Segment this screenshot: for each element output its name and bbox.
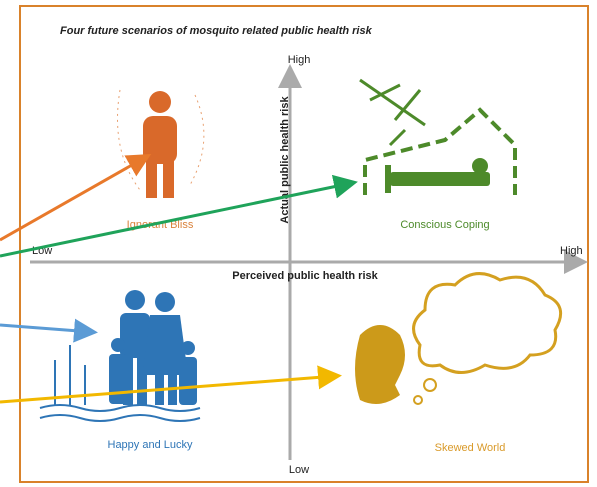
title: Four future scenarios of mosquito relate…	[60, 25, 373, 37]
diagram: Four future scenarios of mosquito relate…	[0, 0, 597, 487]
axis-title: Perceived public health risk	[232, 270, 378, 282]
quadrant-label: Conscious Coping	[400, 219, 489, 231]
head-icon	[355, 325, 405, 404]
quadrant-label: Happy and Lucky	[108, 439, 193, 451]
quadrant-label: Skewed World	[435, 442, 506, 454]
axis-end-label: High	[288, 54, 311, 66]
axis-end-label: High	[560, 245, 583, 257]
axis-end-label: Low	[289, 464, 309, 476]
axis-title: Actual public health risk	[279, 96, 291, 224]
